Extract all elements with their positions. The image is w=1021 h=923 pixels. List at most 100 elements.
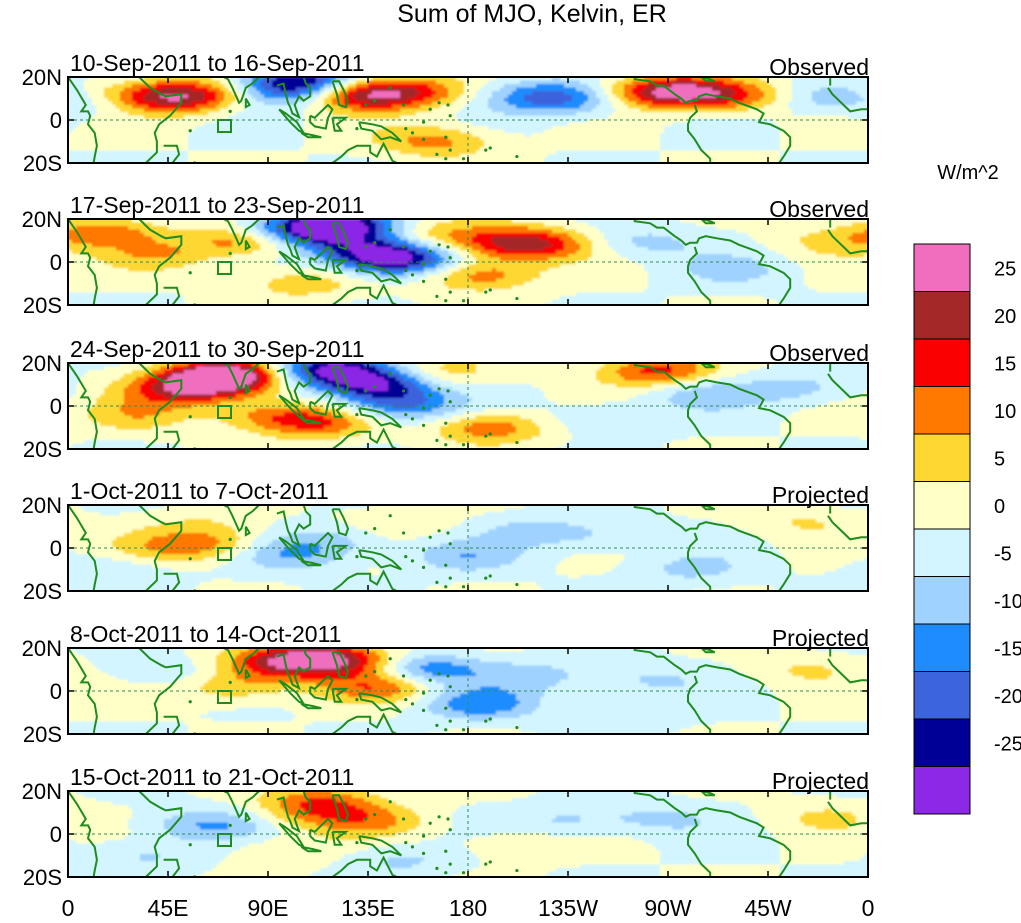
field-cell xyxy=(132,126,137,131)
field-cell xyxy=(572,101,577,106)
field-cell xyxy=(460,84,465,89)
field-cell xyxy=(756,136,761,141)
field-cell xyxy=(756,157,761,162)
field-cell xyxy=(332,80,337,85)
field-cell xyxy=(704,115,709,120)
field-cell xyxy=(616,143,621,148)
field-cell xyxy=(216,147,221,152)
field-cell xyxy=(236,119,241,124)
field-cell xyxy=(132,122,137,127)
field-cell xyxy=(288,91,293,96)
field-cell xyxy=(160,122,165,127)
field-cell xyxy=(512,157,517,162)
field-cell xyxy=(404,115,409,120)
field-cell xyxy=(208,133,213,138)
field-cell xyxy=(176,108,181,113)
field-cell xyxy=(528,140,533,145)
field-cell xyxy=(72,154,77,159)
field-cell xyxy=(496,119,501,124)
field-cell xyxy=(636,154,641,159)
field-cell xyxy=(532,77,537,82)
field-cell xyxy=(660,101,665,106)
field-cell xyxy=(804,112,809,117)
field-cell xyxy=(740,87,745,92)
field-cell xyxy=(92,136,97,141)
field-cell xyxy=(516,105,521,110)
field-cell xyxy=(312,157,317,162)
field-cell xyxy=(436,91,441,96)
field-cell xyxy=(352,101,357,106)
field-cell xyxy=(728,157,733,162)
field-cell xyxy=(572,77,577,82)
field-cell xyxy=(844,91,849,96)
field-cell xyxy=(152,119,157,124)
field-cell xyxy=(736,122,741,127)
field-cell xyxy=(432,122,437,127)
field-cell xyxy=(844,94,849,99)
field-cell xyxy=(88,122,93,127)
field-cell xyxy=(656,115,661,120)
field-cell xyxy=(444,129,449,134)
field-cell xyxy=(244,140,249,145)
field-cell xyxy=(112,115,117,120)
field-cell xyxy=(136,154,141,159)
field-cell xyxy=(312,84,317,89)
field-cell xyxy=(500,80,505,85)
field-cell xyxy=(128,112,133,117)
field-cell xyxy=(816,122,821,127)
field-cell xyxy=(736,101,741,106)
field-cell xyxy=(152,157,157,162)
field-cell xyxy=(532,112,537,117)
field-cell xyxy=(808,122,813,127)
field-cell xyxy=(668,98,673,103)
field-cell xyxy=(268,150,273,155)
field-cell xyxy=(404,108,409,113)
field-cell xyxy=(268,80,273,85)
field-cell xyxy=(100,77,105,82)
field-cell xyxy=(408,150,413,155)
field-cell xyxy=(436,129,441,134)
field-cell xyxy=(436,105,441,110)
field-cell xyxy=(704,80,709,85)
field-cell xyxy=(124,87,129,92)
field-cell xyxy=(460,108,465,113)
field-cell xyxy=(172,115,177,120)
field-cell xyxy=(788,119,793,124)
field-cell xyxy=(192,157,197,162)
field-cell xyxy=(424,87,429,92)
field-cell xyxy=(152,94,157,99)
field-cell xyxy=(684,87,689,92)
field-cell xyxy=(440,133,445,138)
field-cell xyxy=(656,80,661,85)
field-cell xyxy=(720,122,725,127)
field-cell xyxy=(824,129,829,134)
field-cell xyxy=(852,84,857,89)
field-cell xyxy=(556,126,561,131)
field-cell xyxy=(592,112,597,117)
field-cell xyxy=(184,154,189,159)
field-cell xyxy=(644,94,649,99)
field-cell xyxy=(196,154,201,159)
field-cell xyxy=(848,140,853,145)
field-cell xyxy=(484,98,489,103)
field-cell xyxy=(176,94,181,99)
field-cell xyxy=(76,147,81,152)
field-cell xyxy=(200,122,205,127)
field-cell xyxy=(808,136,813,141)
field-cell xyxy=(760,122,765,127)
field-cell xyxy=(272,108,277,113)
field-cell xyxy=(496,112,501,117)
field-cell xyxy=(348,94,353,99)
field-cell xyxy=(468,84,473,89)
field-cell xyxy=(104,140,109,145)
field-cell xyxy=(236,112,241,117)
field-cell xyxy=(364,133,369,138)
field-cell xyxy=(140,143,145,148)
field-cell xyxy=(480,119,485,124)
field-cell xyxy=(96,122,101,127)
field-cell xyxy=(724,122,729,127)
field-cell xyxy=(72,80,77,85)
field-cell xyxy=(836,77,841,82)
field-cell xyxy=(448,129,453,134)
field-cell xyxy=(588,108,593,113)
